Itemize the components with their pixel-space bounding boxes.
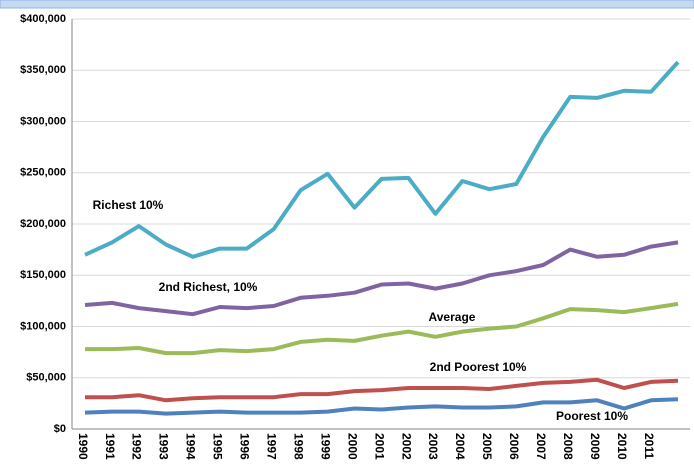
series-label: Average <box>429 310 476 324</box>
x-tick-label: 1994 <box>184 433 198 460</box>
series-label: Poorest 10% <box>556 409 628 423</box>
y-tick-label: $300,000 <box>20 115 66 127</box>
series-label: 2nd Richest, 10% <box>159 280 258 294</box>
y-tick-label: $400,000 <box>20 13 66 25</box>
x-tick-label: 1991 <box>103 433 117 460</box>
series-line <box>85 301 679 356</box>
y-tick-label: $150,000 <box>20 269 66 281</box>
y-tick-label: $200,000 <box>20 218 66 230</box>
x-tick-label: 2002 <box>399 433 413 460</box>
x-tick-label: 2010 <box>615 433 629 460</box>
y-tick-label: $0 <box>54 423 66 435</box>
x-tick-label: 2008 <box>561 433 575 460</box>
x-tick-label: 2005 <box>480 433 494 460</box>
x-tick-label: 2000 <box>345 433 359 460</box>
x-tick-label: 2004 <box>453 433 467 460</box>
x-tick-label: 1993 <box>157 433 171 460</box>
x-tick-label: 2001 <box>372 433 386 460</box>
x-tick-label: 1995 <box>211 433 225 460</box>
series-label: Richest 10% <box>93 198 164 212</box>
x-tick-label: 2006 <box>507 433 521 460</box>
x-tick-label: 2009 <box>588 433 602 460</box>
y-tick-label: $50,000 <box>26 372 66 384</box>
x-tick-label: 2011 <box>642 433 656 459</box>
x-tick-label: 1998 <box>291 433 305 460</box>
top-band <box>0 0 694 9</box>
series-line <box>85 377 679 403</box>
x-tick-label: 1996 <box>238 433 252 460</box>
y-tick-label: $250,000 <box>20 167 66 179</box>
series-line <box>84 60 680 259</box>
series-label: 2nd Poorest 10% <box>430 360 527 374</box>
x-tick-label: 1990 <box>76 433 90 460</box>
x-tick-label: 1992 <box>130 433 144 460</box>
series-line <box>84 240 679 317</box>
series-line <box>84 397 679 416</box>
y-tick-label: $100,000 <box>20 320 66 332</box>
x-tick-label: 1997 <box>265 433 279 460</box>
x-tick-label: 2007 <box>534 433 548 460</box>
y-tick-label: $350,000 <box>20 64 66 76</box>
x-tick-label: 1999 <box>318 433 332 460</box>
x-tick-label: 2003 <box>426 433 440 460</box>
